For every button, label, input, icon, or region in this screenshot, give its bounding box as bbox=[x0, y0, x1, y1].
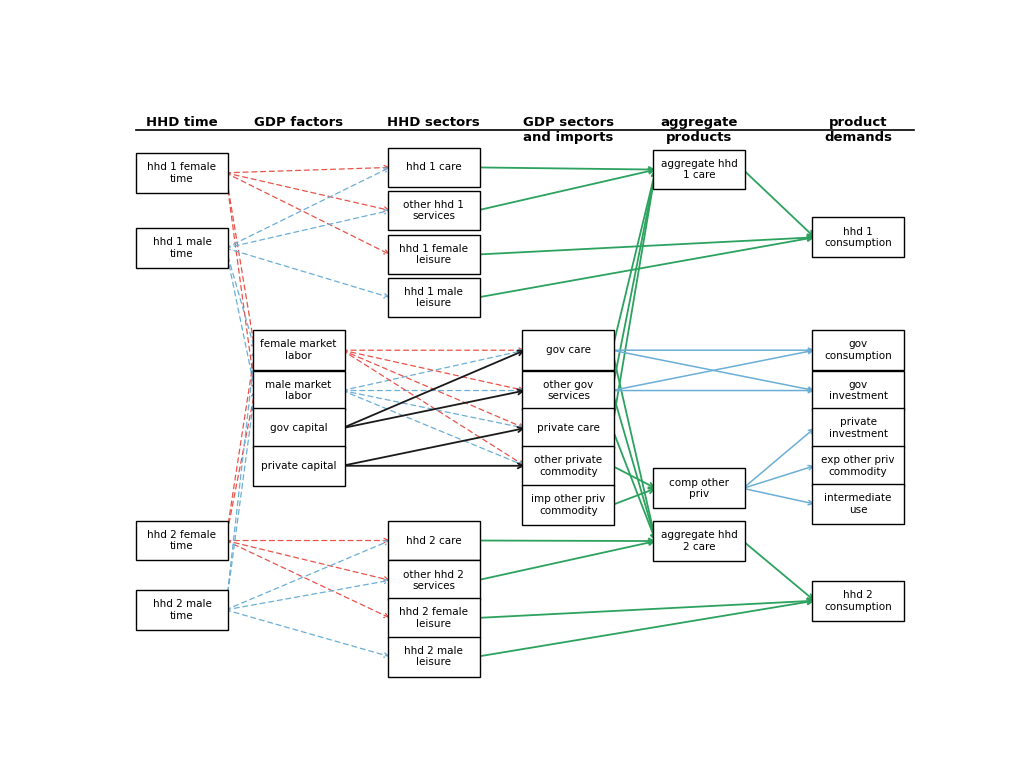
Text: other gov
services: other gov services bbox=[544, 379, 594, 402]
Text: hhd 1 male
leisure: hhd 1 male leisure bbox=[404, 286, 463, 308]
FancyBboxPatch shape bbox=[653, 468, 745, 508]
Text: other private
commodity: other private commodity bbox=[535, 455, 602, 477]
Text: gov
investment: gov investment bbox=[828, 379, 888, 402]
Text: hhd 2 care: hhd 2 care bbox=[406, 535, 462, 545]
Text: female market
labor: female market labor bbox=[260, 339, 337, 361]
FancyBboxPatch shape bbox=[812, 371, 904, 410]
FancyBboxPatch shape bbox=[812, 581, 904, 621]
FancyBboxPatch shape bbox=[253, 330, 345, 370]
FancyBboxPatch shape bbox=[812, 446, 904, 485]
FancyBboxPatch shape bbox=[522, 409, 614, 448]
FancyBboxPatch shape bbox=[387, 637, 479, 677]
Text: gov capital: gov capital bbox=[269, 423, 328, 433]
Text: private care: private care bbox=[537, 423, 600, 433]
Text: comp other
priv: comp other priv bbox=[670, 478, 729, 499]
Text: hhd 2 male
time: hhd 2 male time bbox=[153, 599, 211, 621]
FancyBboxPatch shape bbox=[522, 371, 614, 410]
Text: male market
labor: male market labor bbox=[265, 379, 332, 402]
FancyBboxPatch shape bbox=[253, 371, 345, 410]
FancyBboxPatch shape bbox=[387, 190, 479, 230]
FancyBboxPatch shape bbox=[136, 521, 228, 561]
Text: gov care: gov care bbox=[546, 345, 591, 356]
Text: intermediate
use: intermediate use bbox=[824, 493, 892, 515]
Text: GDP sectors
and imports: GDP sectors and imports bbox=[523, 117, 614, 144]
Text: hhd 1 female
leisure: hhd 1 female leisure bbox=[399, 243, 468, 265]
FancyBboxPatch shape bbox=[522, 446, 614, 485]
Text: imp other priv
commodity: imp other priv commodity bbox=[531, 495, 605, 516]
Text: hhd 1 female
time: hhd 1 female time bbox=[147, 162, 216, 184]
FancyBboxPatch shape bbox=[136, 228, 228, 268]
FancyBboxPatch shape bbox=[253, 446, 345, 485]
Text: product
demands: product demands bbox=[824, 117, 892, 144]
FancyBboxPatch shape bbox=[387, 277, 479, 317]
Text: aggregate hhd
2 care: aggregate hhd 2 care bbox=[662, 530, 737, 552]
Text: private
investment: private investment bbox=[828, 417, 888, 439]
Text: aggregate hhd
1 care: aggregate hhd 1 care bbox=[662, 159, 737, 180]
FancyBboxPatch shape bbox=[387, 521, 479, 561]
FancyBboxPatch shape bbox=[653, 150, 745, 190]
Text: private capital: private capital bbox=[261, 461, 336, 471]
Text: GDP factors: GDP factors bbox=[254, 117, 343, 129]
FancyBboxPatch shape bbox=[136, 153, 228, 193]
Text: hhd 2 male
leisure: hhd 2 male leisure bbox=[404, 646, 463, 667]
Text: hhd 2 female
leisure: hhd 2 female leisure bbox=[399, 607, 468, 629]
FancyBboxPatch shape bbox=[387, 235, 479, 274]
Text: hhd 1
consumption: hhd 1 consumption bbox=[824, 227, 892, 248]
Text: hhd 1 male
time: hhd 1 male time bbox=[153, 237, 211, 259]
FancyBboxPatch shape bbox=[812, 484, 904, 524]
Text: gov
consumption: gov consumption bbox=[824, 339, 892, 361]
FancyBboxPatch shape bbox=[812, 217, 904, 257]
Text: hhd 1 care: hhd 1 care bbox=[406, 162, 462, 173]
FancyBboxPatch shape bbox=[522, 330, 614, 370]
Text: HHD time: HHD time bbox=[146, 117, 218, 129]
FancyBboxPatch shape bbox=[253, 409, 345, 448]
FancyBboxPatch shape bbox=[387, 561, 479, 601]
FancyBboxPatch shape bbox=[387, 147, 479, 187]
FancyBboxPatch shape bbox=[387, 598, 479, 637]
Text: other hhd 2
services: other hhd 2 services bbox=[403, 570, 464, 591]
Text: aggregate
products: aggregate products bbox=[660, 117, 738, 144]
Text: exp other priv
commodity: exp other priv commodity bbox=[821, 455, 895, 477]
Text: other hhd 1
services: other hhd 1 services bbox=[403, 200, 464, 221]
FancyBboxPatch shape bbox=[522, 485, 614, 525]
Text: hhd 2
consumption: hhd 2 consumption bbox=[824, 590, 892, 611]
Text: HHD sectors: HHD sectors bbox=[387, 117, 480, 129]
FancyBboxPatch shape bbox=[653, 521, 745, 561]
Text: hhd 2 female
time: hhd 2 female time bbox=[147, 530, 216, 551]
FancyBboxPatch shape bbox=[136, 590, 228, 630]
FancyBboxPatch shape bbox=[812, 409, 904, 448]
FancyBboxPatch shape bbox=[812, 330, 904, 370]
